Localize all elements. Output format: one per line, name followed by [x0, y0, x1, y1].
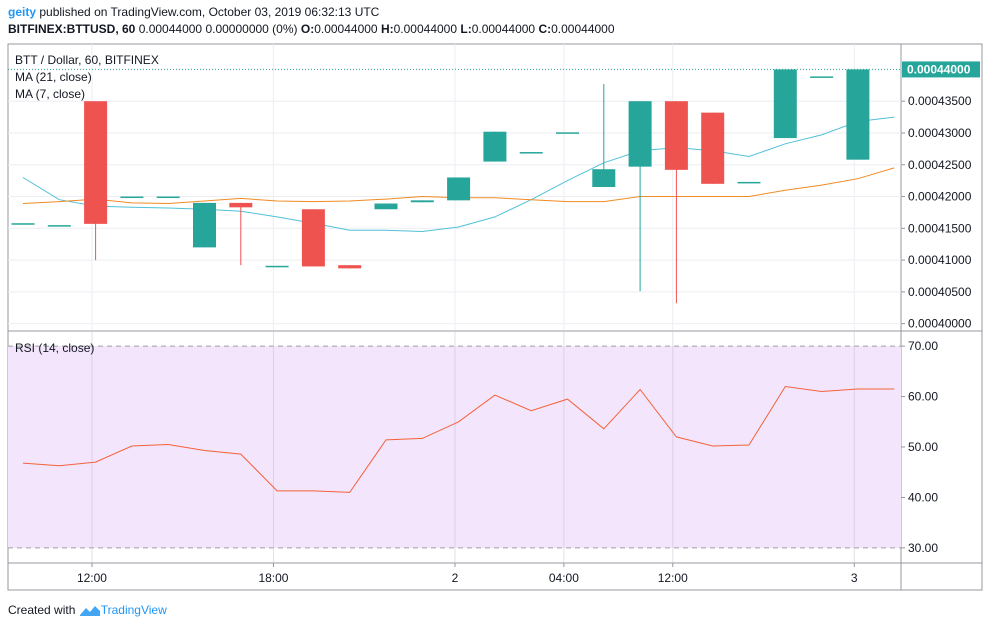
candle-up[interactable] — [47, 225, 71, 227]
price-legend-title: BTT / Dollar, 60, BITFINEX — [15, 53, 159, 67]
x-tick-label: 3 — [851, 571, 858, 585]
candle-up[interactable] — [519, 152, 543, 154]
candle-up[interactable] — [265, 265, 289, 268]
candle-up[interactable] — [846, 69, 870, 160]
candle-up[interactable] — [592, 169, 616, 187]
close-label: C: — [538, 22, 552, 36]
y-tick-label: 0.00042500 — [908, 158, 972, 172]
rsi-tick-label: 30.00 — [908, 541, 938, 555]
x-tick-label: 04:00 — [549, 571, 579, 585]
rsi-legend-label: RSI (14, close) — [15, 341, 94, 355]
candle-up[interactable] — [483, 131, 507, 162]
tradingview-logo-icon — [79, 606, 100, 616]
tradingview-brand[interactable]: TradingView — [100, 603, 167, 617]
y-tick-label: 0.00041000 — [908, 253, 972, 267]
last-price: 0.00044000 — [138, 22, 203, 36]
candle-up[interactable] — [447, 177, 471, 201]
rsi-tick-label: 40.00 — [908, 490, 938, 504]
open-value: 0.00044000 — [314, 22, 378, 36]
chart-frame — [7, 43, 983, 591]
x-tick-label: 2 — [452, 571, 459, 585]
symbol-label: BITFINEX:BTTUSD, 60 — [8, 22, 136, 36]
candle-up[interactable] — [11, 223, 35, 225]
y-tick-label: 0.00040500 — [908, 285, 972, 299]
candle-down[interactable] — [338, 265, 362, 269]
rsi-tick-label: 70.00 — [908, 339, 938, 353]
x-tick-label: 12:00 — [77, 571, 107, 585]
low-label: L: — [460, 22, 472, 36]
y-tick-label: 0.00042000 — [908, 190, 972, 204]
rsi-tick-label: 50.00 — [908, 440, 938, 454]
candle-down[interactable] — [229, 202, 253, 208]
ma21-line — [22, 116, 895, 233]
candle-up[interactable] — [410, 200, 434, 203]
ma-legend-label: MA (21, close) — [15, 70, 92, 84]
last-price-tag-label: 0.00044000 — [907, 62, 971, 76]
candle-down[interactable] — [664, 101, 688, 170]
author-name[interactable]: geity — [8, 5, 37, 19]
rsi-line — [22, 385, 895, 493]
candle-down[interactable] — [701, 112, 725, 184]
x-tick-label: 12:00 — [658, 571, 688, 585]
y-tick-label: 0.00041500 — [908, 221, 972, 235]
candle-down[interactable] — [84, 101, 108, 224]
last-price-tag — [902, 61, 980, 78]
candle-up[interactable] — [374, 203, 398, 210]
low-value: 0.00044000 — [471, 22, 536, 36]
candle-up[interactable] — [193, 202, 216, 248]
open-label: O: — [300, 22, 315, 36]
footer: Created with TradingView — [8, 603, 167, 617]
high-label: H: — [380, 22, 394, 36]
candle-down[interactable] — [301, 209, 325, 267]
candle-up[interactable] — [773, 69, 797, 139]
x-tick-label: 18:00 — [258, 571, 288, 585]
candle-up[interactable] — [810, 76, 834, 78]
candle-up[interactable] — [120, 196, 144, 199]
ohlc-header: BITFINEX:BTTUSD, 60 0.00044000 0.0000000… — [8, 22, 615, 36]
close-value: 0.00044000 — [551, 22, 615, 36]
candle-up[interactable] — [628, 101, 652, 167]
published-text: published on TradingView.com, October 03… — [39, 5, 380, 19]
publish-info: geity published on TradingView.com, Octo… — [8, 5, 379, 19]
y-tick-label: 0.00043500 — [908, 94, 972, 108]
high-value: 0.00044000 — [393, 22, 458, 36]
ma-legend-label: MA (7, close) — [15, 87, 85, 101]
y-tick-label: 0.00040000 — [908, 317, 972, 331]
price-change: 0.00000000 (0%) — [205, 22, 298, 36]
y-tick-label: 0.00043000 — [908, 126, 972, 140]
candle-up[interactable] — [737, 181, 761, 184]
rsi-tick-label: 60.00 — [908, 390, 938, 404]
candle-up[interactable] — [156, 196, 180, 199]
created-with-text: Created with — [8, 603, 76, 617]
candle-up[interactable] — [556, 132, 579, 134]
